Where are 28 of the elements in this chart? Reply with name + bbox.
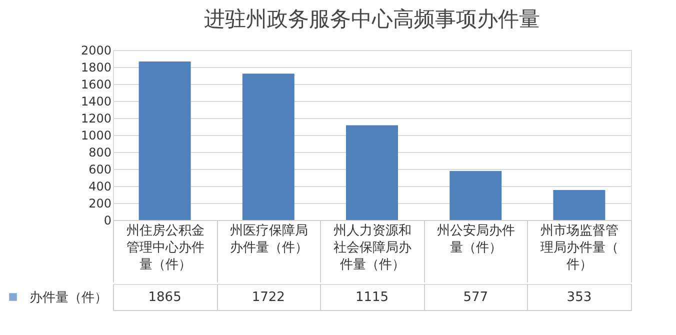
y-tick-label: 1400 (80, 94, 112, 108)
data-label: 1865 (148, 290, 182, 305)
y-tick-label: 200 (88, 196, 112, 210)
data-label: 1115 (355, 290, 389, 305)
bar (450, 170, 502, 220)
y-tick-label: 1600 (80, 78, 112, 92)
y-tick-label: 600 (88, 162, 112, 176)
bar (553, 190, 606, 220)
bar (242, 74, 294, 220)
data-label: 1722 (252, 290, 285, 305)
y-tick-label: 1200 (80, 112, 112, 126)
y-tick-label: 800 (88, 146, 112, 160)
x-tick-label: 州住房公积金管理中心办件量（件） (126, 222, 204, 272)
y-tick-label: 2000 (80, 44, 112, 58)
y-tick-label: 1800 (80, 60, 112, 74)
y-tick-label: 400 (88, 180, 112, 194)
bar (138, 61, 191, 220)
chart-title: 进驻州政务服务中心高频事项办件量 (204, 7, 540, 31)
x-tick-label: 州公安局办件量（件） (437, 222, 516, 256)
data-label: 577 (463, 290, 488, 305)
x-tick-label: 州人力资源和社会保障局办件量（件） (334, 224, 412, 272)
y-tick-label: 0 (104, 214, 112, 228)
y-tick-label: 1000 (80, 128, 112, 142)
bar (346, 125, 398, 220)
legend-label: 办件量（件） (30, 290, 108, 306)
x-tick-label: 州医疗保障局办件量（件） (230, 224, 308, 256)
x-tick-label: 州市场监督管理局办件量（件） (540, 224, 619, 272)
data-label: 353 (566, 290, 592, 305)
